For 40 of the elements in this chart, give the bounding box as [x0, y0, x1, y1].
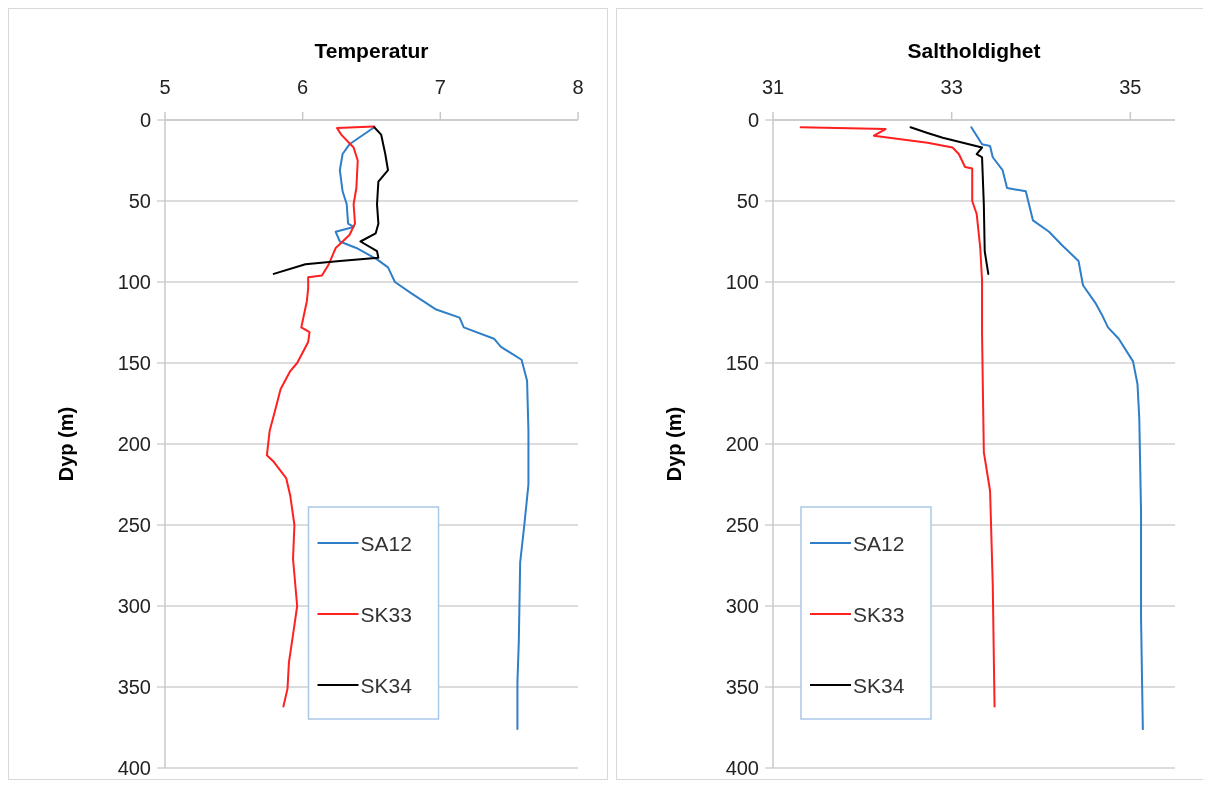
- legend-label: SK34: [853, 674, 905, 697]
- x-tick-label: 7: [434, 76, 446, 98]
- x-tick-label: 8: [572, 76, 584, 98]
- y-tick-label: 350: [725, 676, 759, 698]
- y-tick-label: 250: [117, 514, 151, 536]
- line-series: [334, 126, 530, 731]
- y-tick-label: 200: [117, 433, 151, 455]
- legend-label: SK34: [360, 674, 413, 697]
- y-tick-label: 300: [725, 595, 759, 617]
- line-series: [799, 126, 996, 708]
- chart-title: Saltholdighet: [907, 39, 1041, 62]
- y-tick-label: 100: [725, 271, 759, 293]
- y-tick-label: 300: [117, 595, 151, 617]
- y-tick-label: 0: [747, 109, 759, 131]
- y-tick-label: 0: [139, 109, 151, 131]
- line-series: [272, 126, 390, 275]
- y-tick-label: 50: [128, 190, 151, 212]
- legend-label: SA12: [360, 532, 412, 555]
- y-tick-label: 350: [117, 676, 151, 698]
- y-tick-label: 250: [725, 514, 759, 536]
- y-tick-label: 150: [117, 352, 151, 374]
- legend-label: SK33: [853, 603, 905, 626]
- line-series: [970, 126, 1144, 731]
- y-tick-label: 200: [725, 433, 759, 455]
- legend-label: SA12: [853, 532, 905, 555]
- y-tick-label: 100: [117, 271, 151, 293]
- y-tick-label: 400: [725, 757, 759, 779]
- y-axis-title: Dyp (m): [663, 406, 685, 482]
- chart-title: Temperatur: [314, 39, 429, 62]
- line-series: [909, 126, 990, 275]
- x-tick-label: 33: [940, 76, 963, 98]
- y-tick-label: 400: [117, 757, 151, 779]
- x-tick-label: 6: [297, 76, 309, 98]
- y-axis-title: Dyp (m): [55, 406, 77, 482]
- y-tick-label: 150: [725, 352, 759, 374]
- x-tick-label: 35: [1119, 76, 1142, 98]
- legend-label: SK33: [360, 603, 412, 626]
- y-tick-label: 50: [736, 190, 759, 212]
- x-tick-label: 31: [761, 76, 785, 98]
- x-tick-label: 5: [159, 76, 171, 98]
